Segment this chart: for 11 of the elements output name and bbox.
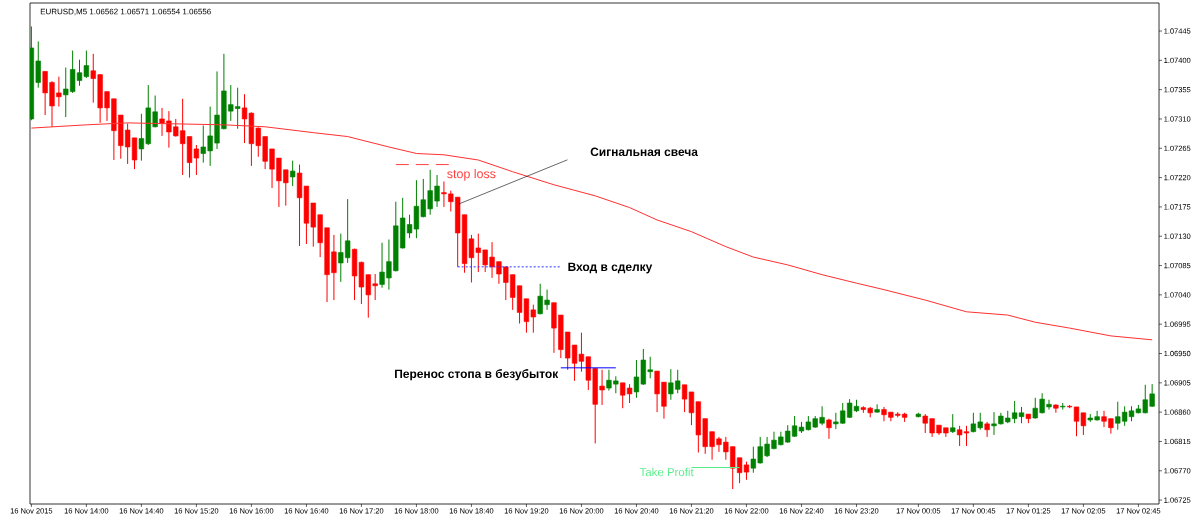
annotation: Сигнальная свеча [590,147,698,157]
annotation: Перенос стопа в безубыток [395,369,559,381]
candlestick [874,403,880,414]
annotation: stop loss [447,169,496,181]
annotation: Take Profit [639,467,694,477]
candlestick [950,413,956,434]
line-series [30,122,1153,341]
candlestick [984,421,990,438]
candlestick [290,160,296,187]
annotation: Вход в сделку [568,262,653,274]
candlestick [1053,403,1059,414]
